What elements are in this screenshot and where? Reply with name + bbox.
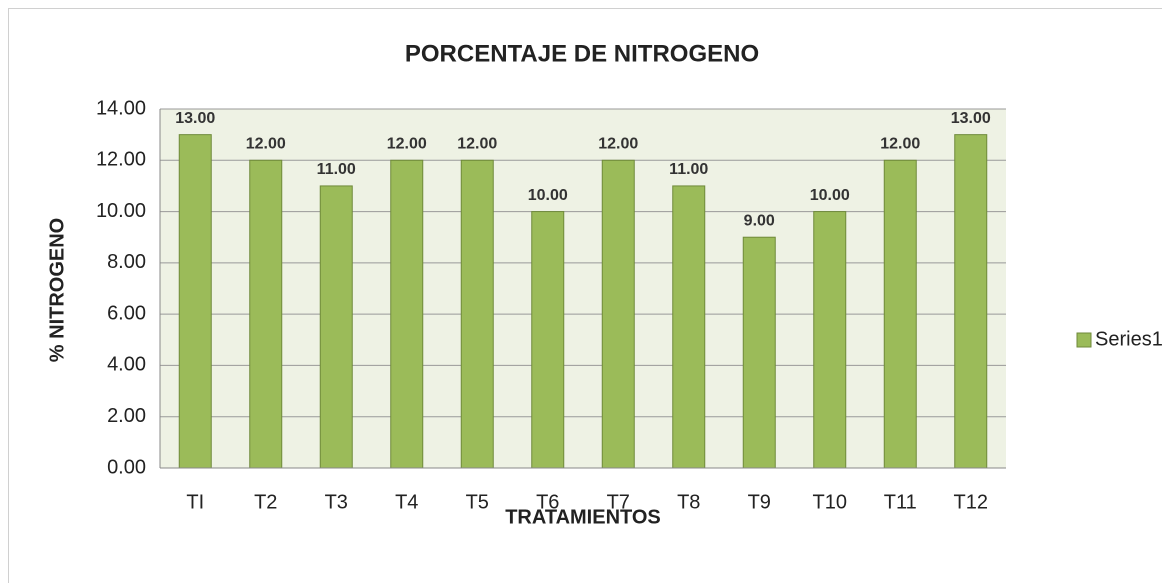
- bar: [813, 211, 847, 469]
- data-label: 12.00: [598, 136, 638, 153]
- x-tick-label: T5: [466, 491, 489, 513]
- bar: [742, 236, 776, 469]
- y-tick-label: 2.00: [107, 405, 146, 427]
- x-tick-label: T10: [813, 491, 847, 513]
- y-tick-label: 14.00: [96, 97, 146, 119]
- data-label: 12.00: [880, 136, 920, 153]
- bar: [390, 159, 424, 469]
- data-label: 12.00: [246, 136, 286, 153]
- bar: [178, 134, 212, 469]
- bar: [319, 185, 353, 469]
- data-label: 11.00: [317, 161, 356, 178]
- data-label: 12.00: [387, 136, 427, 153]
- x-tick-label: T3: [325, 491, 348, 513]
- data-label: 13.00: [951, 110, 991, 127]
- y-tick-label: 10.00: [96, 200, 146, 222]
- bar: [249, 159, 283, 469]
- x-tick-label: TI: [186, 491, 204, 513]
- legend-swatch: [1076, 332, 1092, 348]
- y-tick-label: 12.00: [96, 149, 146, 171]
- data-label: 10.00: [810, 187, 850, 204]
- x-tick-label: T7: [607, 491, 630, 513]
- bar: [460, 159, 494, 469]
- x-tick-label: T12: [954, 491, 988, 513]
- x-axis-label: TRATAMIENTOS: [505, 506, 661, 528]
- data-label: 9.00: [744, 212, 775, 229]
- bar: [531, 211, 565, 469]
- x-tick-label: T9: [748, 491, 771, 513]
- data-label: 12.00: [457, 136, 497, 153]
- data-label: 11.00: [669, 161, 708, 178]
- y-tick-label: 4.00: [107, 354, 146, 376]
- y-axis-label: % NITROGENO: [46, 218, 68, 362]
- data-label: 10.00: [528, 187, 568, 204]
- bar: [883, 159, 917, 469]
- bar: [954, 134, 988, 469]
- y-tick-label: 0.00: [107, 456, 146, 478]
- x-tick-label: T4: [395, 491, 418, 513]
- bar: [672, 185, 706, 469]
- legend-label: Series1: [1095, 328, 1162, 350]
- y-tick-label: 6.00: [107, 302, 146, 324]
- x-tick-label: T11: [884, 491, 917, 513]
- x-tick-label: T2: [254, 491, 277, 513]
- data-label: 13.00: [175, 110, 215, 127]
- plot-area: [160, 109, 1006, 468]
- chart-title: PORCENTAJE DE NITROGENO: [405, 40, 759, 67]
- x-tick-label: T8: [677, 491, 700, 513]
- x-tick-label: T6: [536, 491, 559, 513]
- y-tick-label: 8.00: [107, 251, 146, 273]
- bar: [601, 159, 635, 469]
